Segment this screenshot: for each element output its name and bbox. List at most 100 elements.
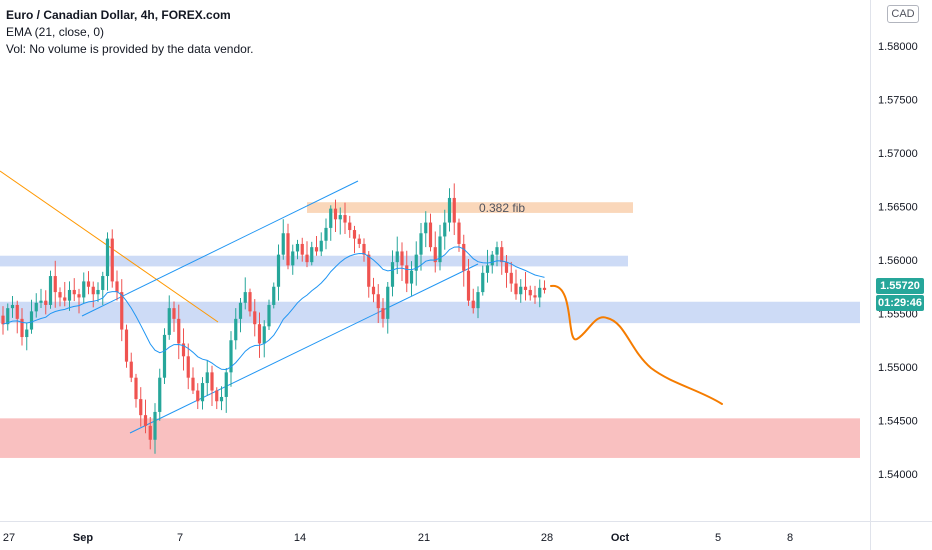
bearish-candle [314, 247, 319, 252]
bearish-candle [139, 399, 143, 416]
candles-layer [1, 183, 547, 454]
time-axis[interactable]: 27 Sep 7 14 21 28 Oct 5 8 [3, 532, 793, 544]
bearish-candle [362, 243, 366, 255]
bullish-candle [153, 411, 157, 440]
symbol-title[interactable]: Euro / Canadian Dollar, 4h, FOREX.com [6, 8, 231, 22]
time-tick-label: 8 [787, 532, 793, 544]
bullish-candle [219, 396, 224, 402]
bearish-candle [15, 304, 19, 319]
bearish-candle [452, 197, 456, 223]
bullish-candle [101, 276, 105, 290]
bearish-candle [300, 243, 304, 255]
bullish-candle [291, 251, 295, 266]
bullish-candle [443, 222, 447, 237]
bearish-candle [186, 356, 190, 378]
price-tick-label: 1.55000 [878, 362, 918, 374]
bearish-candle [129, 361, 133, 378]
ema-line [2, 246, 545, 371]
bearish-candle [110, 238, 114, 282]
bearish-candle [115, 281, 119, 293]
time-tick-label: 21 [418, 532, 430, 544]
bearish-candle [20, 318, 24, 338]
bearish-candle [58, 292, 62, 298]
price-tick-label: 1.54000 [878, 469, 918, 481]
bearish-candle [528, 289, 532, 296]
chart-legend: Euro / Canadian Dollar, 4h, FOREX.com EM… [6, 7, 253, 58]
bearish-candle [376, 294, 380, 309]
bullish-candle [6, 308, 10, 325]
bullish-candle [200, 383, 205, 402]
bearish-candle [215, 390, 219, 402]
bullish-candle [414, 254, 418, 271]
bearish-candle [466, 270, 471, 301]
time-tick-label: Sep [73, 532, 93, 544]
bullish-candle [82, 281, 86, 298]
bullish-candle [390, 262, 395, 287]
price-tick-label: 1.57500 [878, 95, 918, 107]
blue-zone [0, 255, 628, 267]
bearish-candle [305, 254, 309, 263]
bullish-candle [438, 236, 442, 263]
ema-legend[interactable]: EMA (21, close, 0) [6, 25, 105, 39]
bullish-candle [519, 286, 523, 295]
bullish-candle [419, 233, 423, 255]
time-tick-label: 5 [715, 532, 721, 544]
bearish-candle [120, 292, 124, 330]
time-tick-label: Oct [611, 532, 630, 544]
bullish-candle [243, 292, 247, 303]
bearish-candle [433, 247, 437, 263]
bearish-candle [91, 286, 95, 295]
projection-curve [550, 284, 723, 405]
projection-layer [550, 284, 723, 405]
currency-badge[interactable]: CAD [887, 5, 919, 23]
fib-label: 0.382 fib [479, 201, 525, 215]
bearish-candle [348, 222, 352, 231]
zones-layer [0, 202, 860, 458]
bullish-candle [310, 247, 314, 263]
bearish-candle [124, 329, 129, 362]
bullish-candle [481, 272, 485, 293]
bearish-candle [77, 294, 81, 298]
bearish-candle [191, 377, 195, 391]
bearish-candle [248, 292, 252, 312]
price-tick-label: 1.58000 [878, 41, 918, 53]
bearish-candle [400, 251, 404, 266]
time-tick-label: 27 [3, 532, 15, 544]
bearish-candle [533, 295, 537, 298]
price-axis[interactable]: 1.58000 1.57500 1.57000 1.56500 1.56000 1.555… [878, 41, 918, 481]
bearish-candle [72, 289, 76, 295]
bullish-candle [276, 254, 281, 287]
bearish-candle [210, 372, 214, 391]
bullish-candle [329, 208, 333, 228]
bearish-candle [457, 222, 461, 244]
bullish-candle [224, 372, 228, 397]
bullish-candle [447, 197, 452, 223]
bullish-candle [495, 247, 499, 255]
price-tick-label: 1.54500 [878, 416, 918, 428]
time-tick-label: 7 [177, 532, 183, 544]
bearish-candle [509, 272, 513, 284]
bearish-candle [257, 324, 262, 344]
bearish-candle [462, 243, 466, 271]
bullish-candle [538, 287, 542, 298]
bearish-candle [405, 265, 409, 284]
bearish-candle [63, 297, 67, 301]
bullish-candle [10, 304, 15, 309]
bullish-candle [424, 222, 428, 234]
price-tick-label: 1.57000 [878, 148, 918, 160]
bearish-candle [357, 238, 361, 244]
bearish-candle [504, 262, 509, 273]
bullish-candle [34, 302, 38, 312]
bearish-candle [333, 208, 338, 220]
bullish-candle [395, 251, 399, 263]
bearish-candle [53, 276, 57, 293]
bullish-candle [96, 289, 100, 295]
bearish-candle [177, 318, 181, 344]
red-zone [0, 418, 860, 458]
bearish-candle [286, 233, 290, 266]
bullish-candle [319, 240, 323, 252]
bullish-candle [167, 308, 171, 335]
bearish-candle [371, 286, 376, 295]
bullish-candle [409, 270, 414, 284]
